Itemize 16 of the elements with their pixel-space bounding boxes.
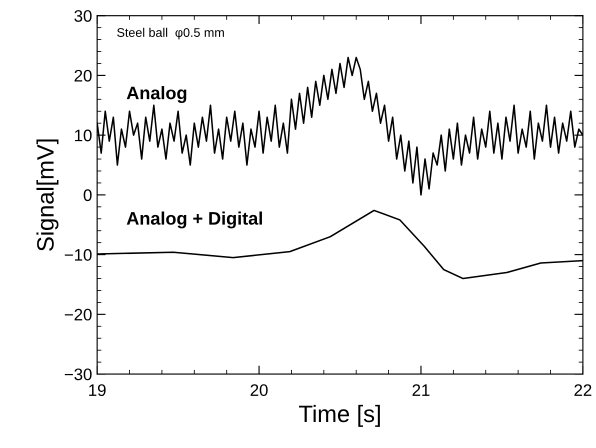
y-tick-label: −10 xyxy=(64,249,92,261)
annotation: Analog xyxy=(126,86,186,103)
x-tick-label: 20 xyxy=(250,384,268,396)
y-tick-label: −20 xyxy=(64,308,92,321)
x-axis-title: Time [s] xyxy=(299,404,380,427)
y-tick-label: 10 xyxy=(75,130,92,142)
y-tick-label: 0 xyxy=(84,189,92,202)
x-tick-label: 19 xyxy=(89,384,106,396)
annotation: Steel ball φ0.5 mm xyxy=(117,28,224,40)
x-tick-label: 22 xyxy=(574,384,592,396)
x-tick-label: 21 xyxy=(412,384,430,396)
y-tick-label: 20 xyxy=(74,70,92,82)
y-axis-title: Signal[mV] xyxy=(36,139,58,251)
annotation: Analog + Digital xyxy=(126,212,262,228)
y-tick-label: 30 xyxy=(74,10,92,22)
y-tick-label: −30 xyxy=(64,368,92,380)
